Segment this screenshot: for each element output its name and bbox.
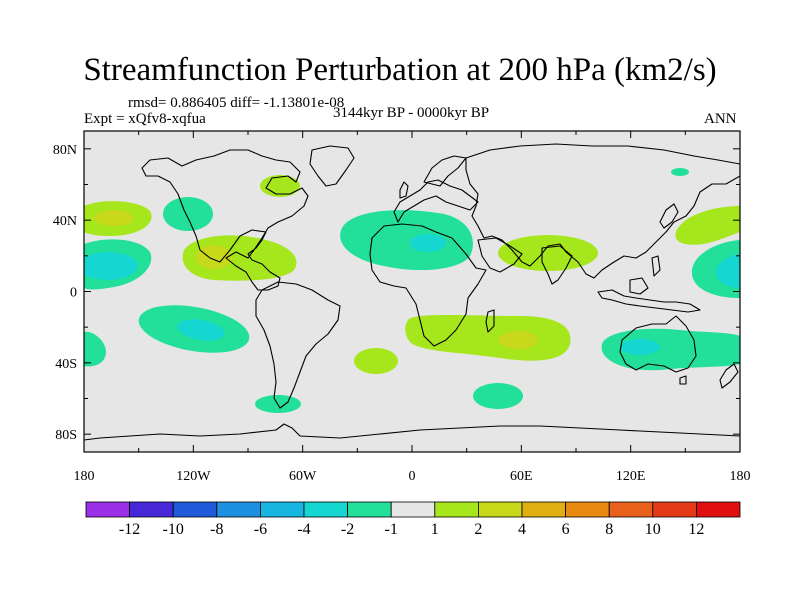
coastlines [84,143,740,441]
colorbar-label: 10 [645,521,661,538]
anomaly-region [473,383,523,409]
colorbar-swatch [259,501,305,518]
x-tick-label: 60E [510,469,533,484]
colorbar-swatch [652,501,697,518]
colorbar-label: -10 [163,521,184,538]
colorbar-swatch [696,501,741,518]
x-tick-label: 0 [409,469,416,484]
colorbar-labels: -12 -10 -8 -6 -4 -2 -1 1 2 4 6 8 10 12 [119,521,704,538]
colorbar-label: -6 [254,521,267,538]
colorbar-label: -1 [385,521,398,538]
anomaly-region [716,254,740,288]
colorbar-label: 12 [688,521,704,538]
anomaly-region [94,210,134,226]
anomaly-region [410,234,446,252]
colorbar-label: -4 [297,521,310,538]
x-tick-label: 180 [74,469,95,484]
anomaly-region [675,206,740,245]
y-tick-label: 40N [53,214,77,229]
rmsd-diff-label: rmsd= 0.886405 diff= -1.13801e-08 [128,95,345,111]
axis-ticks [83,131,741,452]
anomaly-region [405,315,571,361]
anomaly-region [177,319,225,341]
x-tick-label: 180 [730,469,751,484]
colorbar-label: 2 [474,521,482,538]
colorbar-swatch [303,501,348,518]
anomaly-region [84,331,106,367]
anomaly-region [354,348,398,374]
anomaly-region [498,235,598,271]
colorbar-label: 4 [518,521,526,538]
anomaly-region [340,210,473,271]
colorbar-label: -8 [210,521,223,538]
anomaly-region [601,328,740,371]
ocean-background [84,131,740,452]
season-label: ANN [704,111,737,127]
y-tick-label: 40S [55,357,77,372]
chart-title: Streamfunction Perturbation at 200 hPa (… [83,52,717,88]
y-tick-label: 0 [70,286,77,301]
colorbar-label: 8 [605,521,613,538]
y-tick-label: 80N [53,143,77,158]
y-tick-label: 80S [55,428,77,443]
experiment-label: Expt = xQfv8-xqfua [84,111,206,127]
anomaly-region [84,252,138,280]
x-tick-label: 120W [176,469,211,484]
colorbar-swatch [521,501,566,518]
colorbar-swatch [172,501,218,518]
x-tick-label: 60W [289,469,317,484]
colorbar-swatch [608,501,654,518]
colorbar-label: 6 [562,521,570,538]
colorbar-label: -12 [119,521,140,538]
colorbar-swatch [129,501,174,518]
colorbar-swatch [347,501,392,518]
x-tick-label: 120E [616,469,646,484]
colorbar-swatch [390,501,436,518]
colorbar-swatch [85,501,130,518]
anomaly-region [163,197,213,231]
anomaly-region [671,168,689,176]
period-label: 3144kyr BP - 0000kyr BP [332,105,490,121]
colorbar-label: 1 [431,521,439,538]
anomaly-region [196,245,232,269]
colorbar-swatch [477,501,523,518]
anomaly-region [620,339,660,355]
colorbar-swatch [216,501,261,518]
anomaly-region [498,331,538,349]
colorbar-label: -2 [341,521,354,538]
colorbar-swatch [434,501,479,518]
y-axis-tick-labels: 80N 40N 0 40S 80S [53,143,77,443]
colorbar-swatch [565,501,610,518]
colorbar [85,501,741,518]
x-axis-tick-labels: 180 120W 60W 0 60E 120E 180 [74,469,751,484]
